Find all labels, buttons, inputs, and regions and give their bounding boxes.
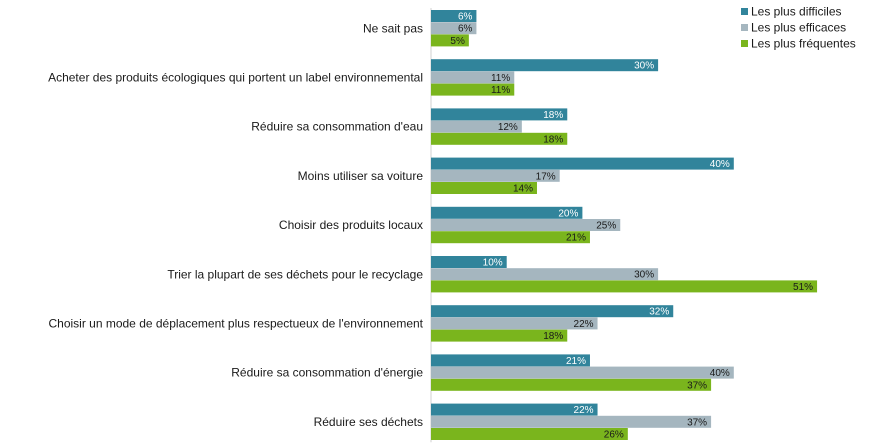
bar-value-label: 37% [687, 380, 707, 391]
bar-value-label: 11% [491, 85, 510, 96]
bar [431, 157, 734, 170]
bar [431, 415, 712, 428]
bar [431, 59, 659, 72]
bar [431, 10, 477, 22]
bar-value-label: 22% [574, 405, 594, 416]
category-label: Moins utiliser sa voiture [298, 169, 424, 183]
bars: 6%6%5%30%11%11%18%12%18%40%17%14%20%25%2… [431, 10, 818, 441]
bar-value-label: 21% [566, 233, 586, 244]
bar [431, 34, 469, 47]
category-label: Réduire sa consommation d'énergie [231, 366, 423, 380]
category-label: Trier la plupart de ses déchets pour le … [167, 267, 423, 281]
bar [431, 22, 477, 35]
bar [431, 83, 515, 96]
bar-value-label: 18% [543, 331, 563, 342]
category-axis: Ne sait pas Acheter des produits écologiq… [48, 8, 432, 443]
legend-swatch [741, 40, 748, 47]
bar [431, 108, 568, 121]
legend-swatch [741, 24, 748, 31]
bar [431, 403, 598, 416]
bar [431, 256, 507, 268]
bar-value-label: 17% [536, 171, 556, 182]
bar-value-label: 12% [498, 122, 518, 133]
category-label: Acheter des produits écologiques qui por… [48, 71, 423, 85]
category-label: Choisir des produits locaux [279, 218, 423, 232]
category-label: Choisir un mode de déplacement plus resp… [48, 317, 423, 331]
bar-value-label: 25% [596, 221, 616, 232]
bar-value-label: 51% [793, 282, 813, 293]
bar-value-label: 10% [483, 258, 503, 269]
legend-item: Les plus fréquentes [751, 37, 856, 51]
bar [431, 132, 568, 145]
bar-value-label: 30% [634, 61, 654, 72]
bar-value-label: 30% [634, 270, 654, 281]
bar [431, 366, 734, 379]
category-label: Réduire ses déchets [314, 415, 423, 429]
bar-value-label: 18% [543, 134, 563, 145]
category-label: Réduire sa consommation d'eau [251, 120, 423, 134]
bar-value-label: 26% [604, 430, 624, 441]
bar-value-label: 21% [566, 356, 586, 367]
bar [431, 268, 659, 281]
bar-value-label: 11% [491, 73, 510, 84]
bar [431, 317, 598, 330]
bar-value-label: 6% [458, 24, 473, 35]
bar-value-label: 6% [458, 12, 473, 23]
legend: Les plus difficiles Les plus efficaces Les… [741, 5, 856, 51]
bar-value-label: 14% [513, 184, 533, 195]
bar-value-label: 40% [710, 368, 730, 379]
bar-value-label: 18% [543, 110, 563, 121]
bar [431, 206, 583, 219]
bar [431, 378, 712, 391]
bar-value-label: 20% [558, 208, 578, 219]
legend-swatch [741, 8, 748, 15]
bar [431, 354, 590, 367]
legend-item: Les plus difficiles [751, 5, 842, 19]
bar [431, 182, 537, 194]
bar [431, 428, 628, 440]
bar-value-label: 40% [710, 159, 730, 170]
category-label: Ne sait pas [363, 21, 423, 35]
bar [431, 305, 674, 318]
bar-value-label: 5% [450, 36, 465, 47]
bar-value-label: 22% [574, 319, 594, 330]
bar-value-label: 37% [687, 417, 707, 428]
bar [431, 120, 522, 133]
bar [431, 280, 818, 293]
legend-item: Les plus efficaces [751, 21, 846, 35]
bar [431, 71, 515, 84]
bar [431, 169, 560, 182]
bar [431, 329, 568, 342]
bar-value-label: 32% [649, 307, 669, 318]
bar [431, 219, 621, 231]
bar [431, 231, 590, 244]
